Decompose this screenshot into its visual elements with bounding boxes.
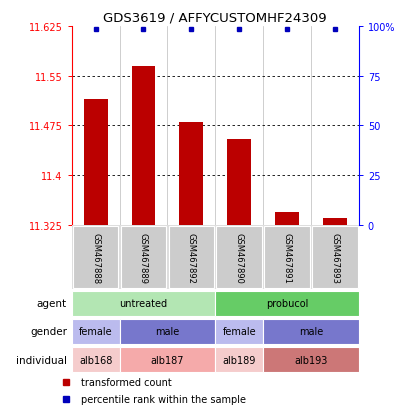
Bar [274, 212, 298, 225]
Text: untreated: untreated [119, 299, 167, 309]
Bar [72, 347, 119, 373]
Bar [215, 291, 358, 316]
Bar [311, 227, 357, 288]
Bar [216, 227, 261, 288]
Text: probucol: probucol [265, 299, 308, 309]
Bar [121, 227, 166, 288]
Text: alb193: alb193 [294, 355, 327, 365]
Text: GSM467891: GSM467891 [282, 232, 291, 283]
Bar [263, 347, 358, 373]
Text: GSM467888: GSM467888 [91, 232, 100, 283]
Bar [179, 123, 203, 225]
Bar [168, 227, 213, 288]
Text: transformed count: transformed count [81, 377, 172, 387]
Text: gender: gender [30, 327, 67, 337]
Bar [322, 219, 346, 225]
Text: female: female [222, 327, 255, 337]
Text: alb189: alb189 [222, 355, 255, 365]
Text: alb168: alb168 [79, 355, 112, 365]
Bar [72, 291, 215, 316]
Bar [227, 140, 250, 225]
Text: female: female [79, 327, 112, 337]
Bar [72, 319, 119, 344]
Text: agent: agent [37, 299, 67, 309]
Bar [215, 347, 263, 373]
Bar [119, 347, 215, 373]
Bar [119, 319, 215, 344]
Text: alb187: alb187 [150, 355, 184, 365]
Text: GSM467893: GSM467893 [330, 232, 339, 283]
Text: GSM467892: GSM467892 [187, 232, 196, 283]
Bar [264, 227, 309, 288]
Text: individual: individual [16, 355, 67, 365]
Text: percentile rank within the sample: percentile rank within the sample [81, 394, 246, 404]
Bar [83, 100, 107, 225]
Text: male: male [298, 327, 322, 337]
Bar [215, 319, 263, 344]
Title: GDS3619 / AFFYCUSTOMHF24309: GDS3619 / AFFYCUSTOMHF24309 [103, 11, 326, 24]
Text: GSM467889: GSM467889 [139, 232, 148, 283]
Text: GSM467890: GSM467890 [234, 232, 243, 283]
Text: male: male [155, 327, 179, 337]
Bar [73, 227, 118, 288]
Bar [131, 66, 155, 225]
Bar [263, 319, 358, 344]
